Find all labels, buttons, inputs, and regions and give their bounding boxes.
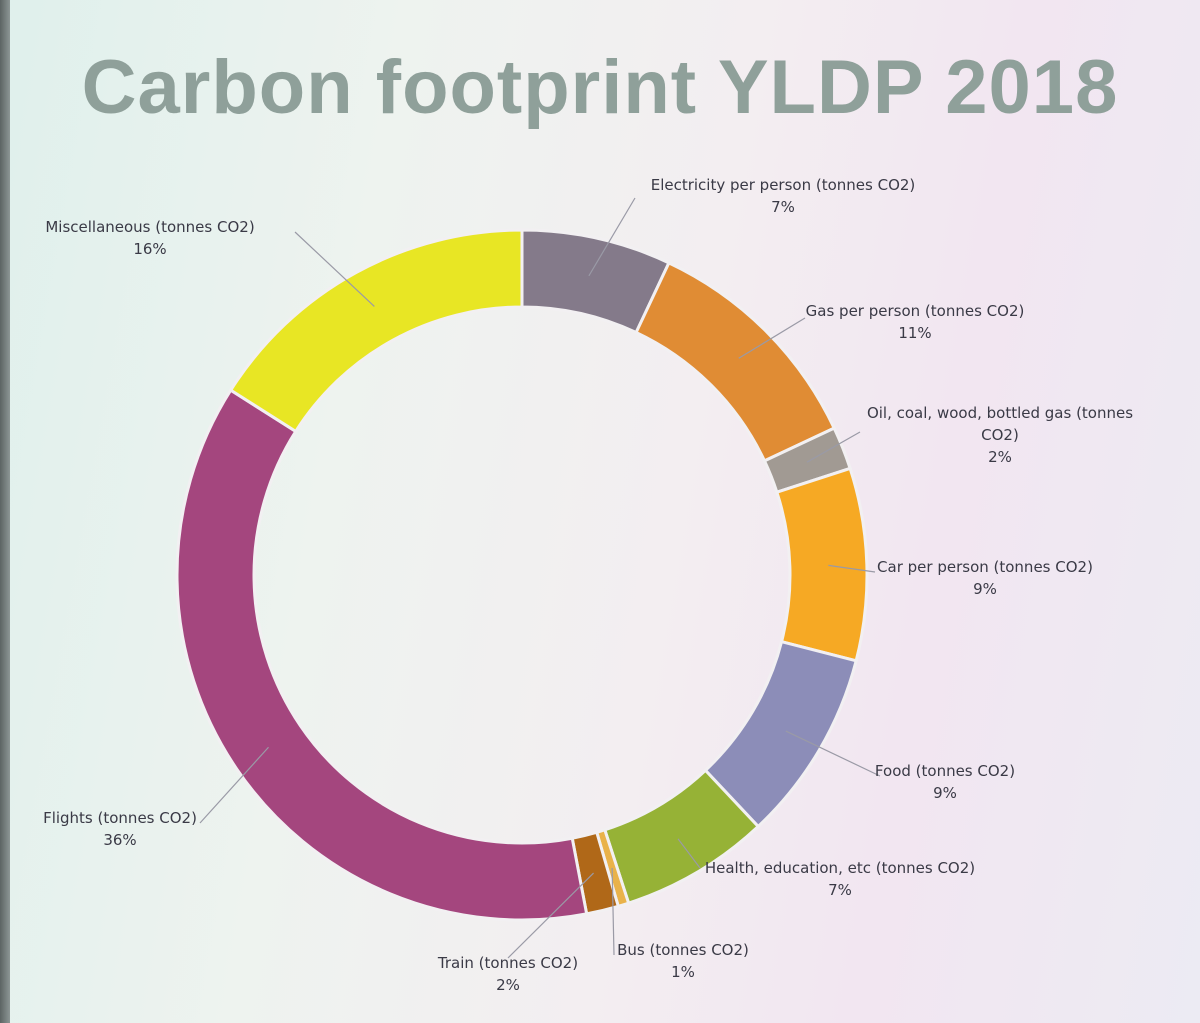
slice-label-10: Miscellaneous (tonnes CO2) bbox=[45, 218, 254, 236]
leader-line-10 bbox=[294, 231, 375, 307]
leader-line-3 bbox=[806, 431, 861, 463]
slice-label-3: Oil, coal, wood, bottled gas (tonnes CO2) bbox=[867, 404, 1133, 444]
leader-line-6 bbox=[677, 838, 701, 869]
leader-line-9 bbox=[199, 746, 269, 824]
slice-percent-7: 1% bbox=[671, 963, 695, 981]
slice-percent-9: 36% bbox=[103, 831, 136, 849]
slice-label-2: Gas per person (tonnes CO2) bbox=[806, 302, 1025, 320]
slice-2 bbox=[634, 260, 837, 463]
slice-10 bbox=[228, 228, 524, 434]
slice-percent-5: 9% bbox=[933, 784, 957, 802]
leader-line-8 bbox=[507, 872, 594, 959]
slice-label-5: Food (tonnes CO2) bbox=[875, 762, 1015, 780]
slice-label-6: Health, education, etc (tonnes CO2) bbox=[705, 859, 975, 877]
leader-line-4 bbox=[828, 564, 876, 573]
slice-9 bbox=[175, 388, 589, 922]
slice-4 bbox=[774, 466, 869, 663]
slice-label-4: Car per person (tonnes CO2) bbox=[877, 558, 1093, 576]
leader-line-5 bbox=[785, 730, 881, 777]
slice-percent-4: 9% bbox=[973, 580, 997, 598]
slice-label-7: Bus (tonnes CO2) bbox=[617, 941, 749, 959]
slice-percent-1: 7% bbox=[771, 198, 795, 216]
slice-label-1: Electricity per person (tonnes CO2) bbox=[651, 176, 916, 194]
slice-percent-8: 2% bbox=[496, 976, 520, 994]
leader-line-1 bbox=[588, 197, 636, 277]
slice-percent-2: 11% bbox=[898, 324, 931, 342]
leader-line-7 bbox=[611, 867, 615, 956]
slice-percent-6: 7% bbox=[828, 881, 852, 899]
slice-label-9: Flights (tonnes CO2) bbox=[43, 809, 197, 827]
chart-title: Carbon footprint YLDP 2018 bbox=[81, 45, 1119, 130]
slice-percent-3: 2% bbox=[988, 448, 1012, 466]
slice-label-8: Train (tonnes CO2) bbox=[437, 954, 578, 972]
projector-edge bbox=[0, 0, 10, 1023]
leader-line-2 bbox=[738, 317, 806, 359]
slice-percent-10: 16% bbox=[133, 240, 166, 258]
